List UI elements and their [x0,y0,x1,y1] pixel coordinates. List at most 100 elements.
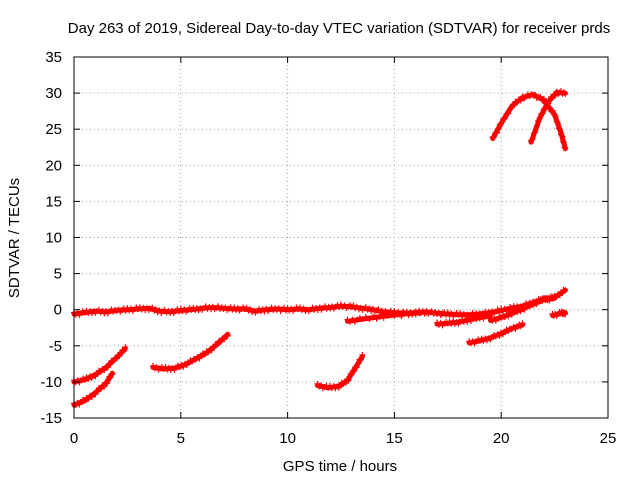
data-point [394,310,401,317]
data-point [501,115,508,122]
data-point [210,344,217,351]
y-tick-label: -15 [40,410,62,427]
data-point [405,312,412,319]
y-tick-label: 15 [45,193,62,210]
data-point [562,287,569,294]
data-point [110,358,117,365]
data-point [539,298,546,305]
data-point [359,352,366,359]
data-point [495,125,502,132]
data-point [556,126,563,133]
y-tick-label: 25 [45,121,62,138]
series-trace [150,331,231,372]
data-point [101,383,108,390]
y-tick-label: 5 [54,266,62,283]
y-axis-label: SDTVAR / TECUs [6,178,23,298]
data-point [412,308,419,315]
data-point [532,128,539,135]
series-arc-4 [314,352,366,392]
data-point [353,364,360,371]
data-point [402,310,409,317]
data-point [92,391,99,398]
x-tick-label: 15 [386,430,403,447]
data-point [122,344,129,351]
data-point [97,385,104,392]
data-point [116,353,123,360]
data-point [373,315,380,322]
data-point [120,347,127,354]
data-point [491,133,498,140]
data-point [391,312,398,319]
data-point [536,115,543,122]
series-arc-1 [71,370,116,409]
data-point [519,320,526,327]
data-point [180,363,187,370]
series-arc-8 [487,293,558,324]
data-point [355,360,362,367]
data-point [505,110,512,117]
data-point [508,104,515,111]
data-point [542,105,549,112]
data-point [554,119,561,126]
data-point [104,364,111,371]
data-point [359,316,366,323]
y-tick-label: 10 [45,230,62,247]
data-point [552,113,559,120]
data-point [362,314,369,321]
data-point [529,136,536,143]
y-tick-label: 30 [45,85,62,102]
data-point [366,315,373,322]
data-point [537,93,544,100]
data-point [109,371,116,378]
y-tick-label: -5 [49,338,62,355]
data-point [370,313,377,320]
data-point [510,101,517,108]
data-point [94,388,101,395]
y-tick-label: 35 [45,49,62,66]
data-point [493,129,500,136]
x-tick-label: 0 [70,430,78,447]
data-point [205,349,212,356]
data-point [532,91,539,98]
data-point [398,312,405,319]
data-point [350,368,357,375]
data-point [221,336,228,343]
data-point [562,311,569,318]
data-point [551,295,558,302]
data-point [224,332,231,339]
data-point [517,323,524,330]
data-point [517,97,524,104]
data-point [498,120,505,127]
data-point [107,374,114,381]
data-point [423,309,430,316]
data-point [377,313,384,320]
data-point [214,341,221,348]
data-point [348,371,355,378]
data-point [539,110,546,117]
data-point [540,95,547,102]
x-tick-label: 20 [493,430,510,447]
data-point [517,308,524,315]
data-point [357,356,364,363]
data-point [549,107,556,114]
data-point [106,361,113,368]
data-point [416,310,423,317]
series-arc-3 [150,331,231,374]
data-point [101,367,108,374]
data-point [559,133,566,140]
chart-title: Day 263 of 2019, Sidereal Day-to-day VTE… [68,20,610,37]
data-point [487,310,494,317]
x-tick-label: 10 [279,430,296,447]
data-point [533,123,540,130]
y-tick-label: 20 [45,157,62,174]
x-tick-label: 5 [177,430,185,447]
series-arc-7 [466,320,526,347]
series-peak-b [528,88,569,145]
grid-lines [74,57,608,418]
series-arc-2 [71,344,129,386]
data-point [345,377,352,384]
series-arc-5 [344,308,430,325]
data-point [560,138,567,145]
y-tick-label: 0 [54,302,62,319]
data-point [514,99,521,106]
